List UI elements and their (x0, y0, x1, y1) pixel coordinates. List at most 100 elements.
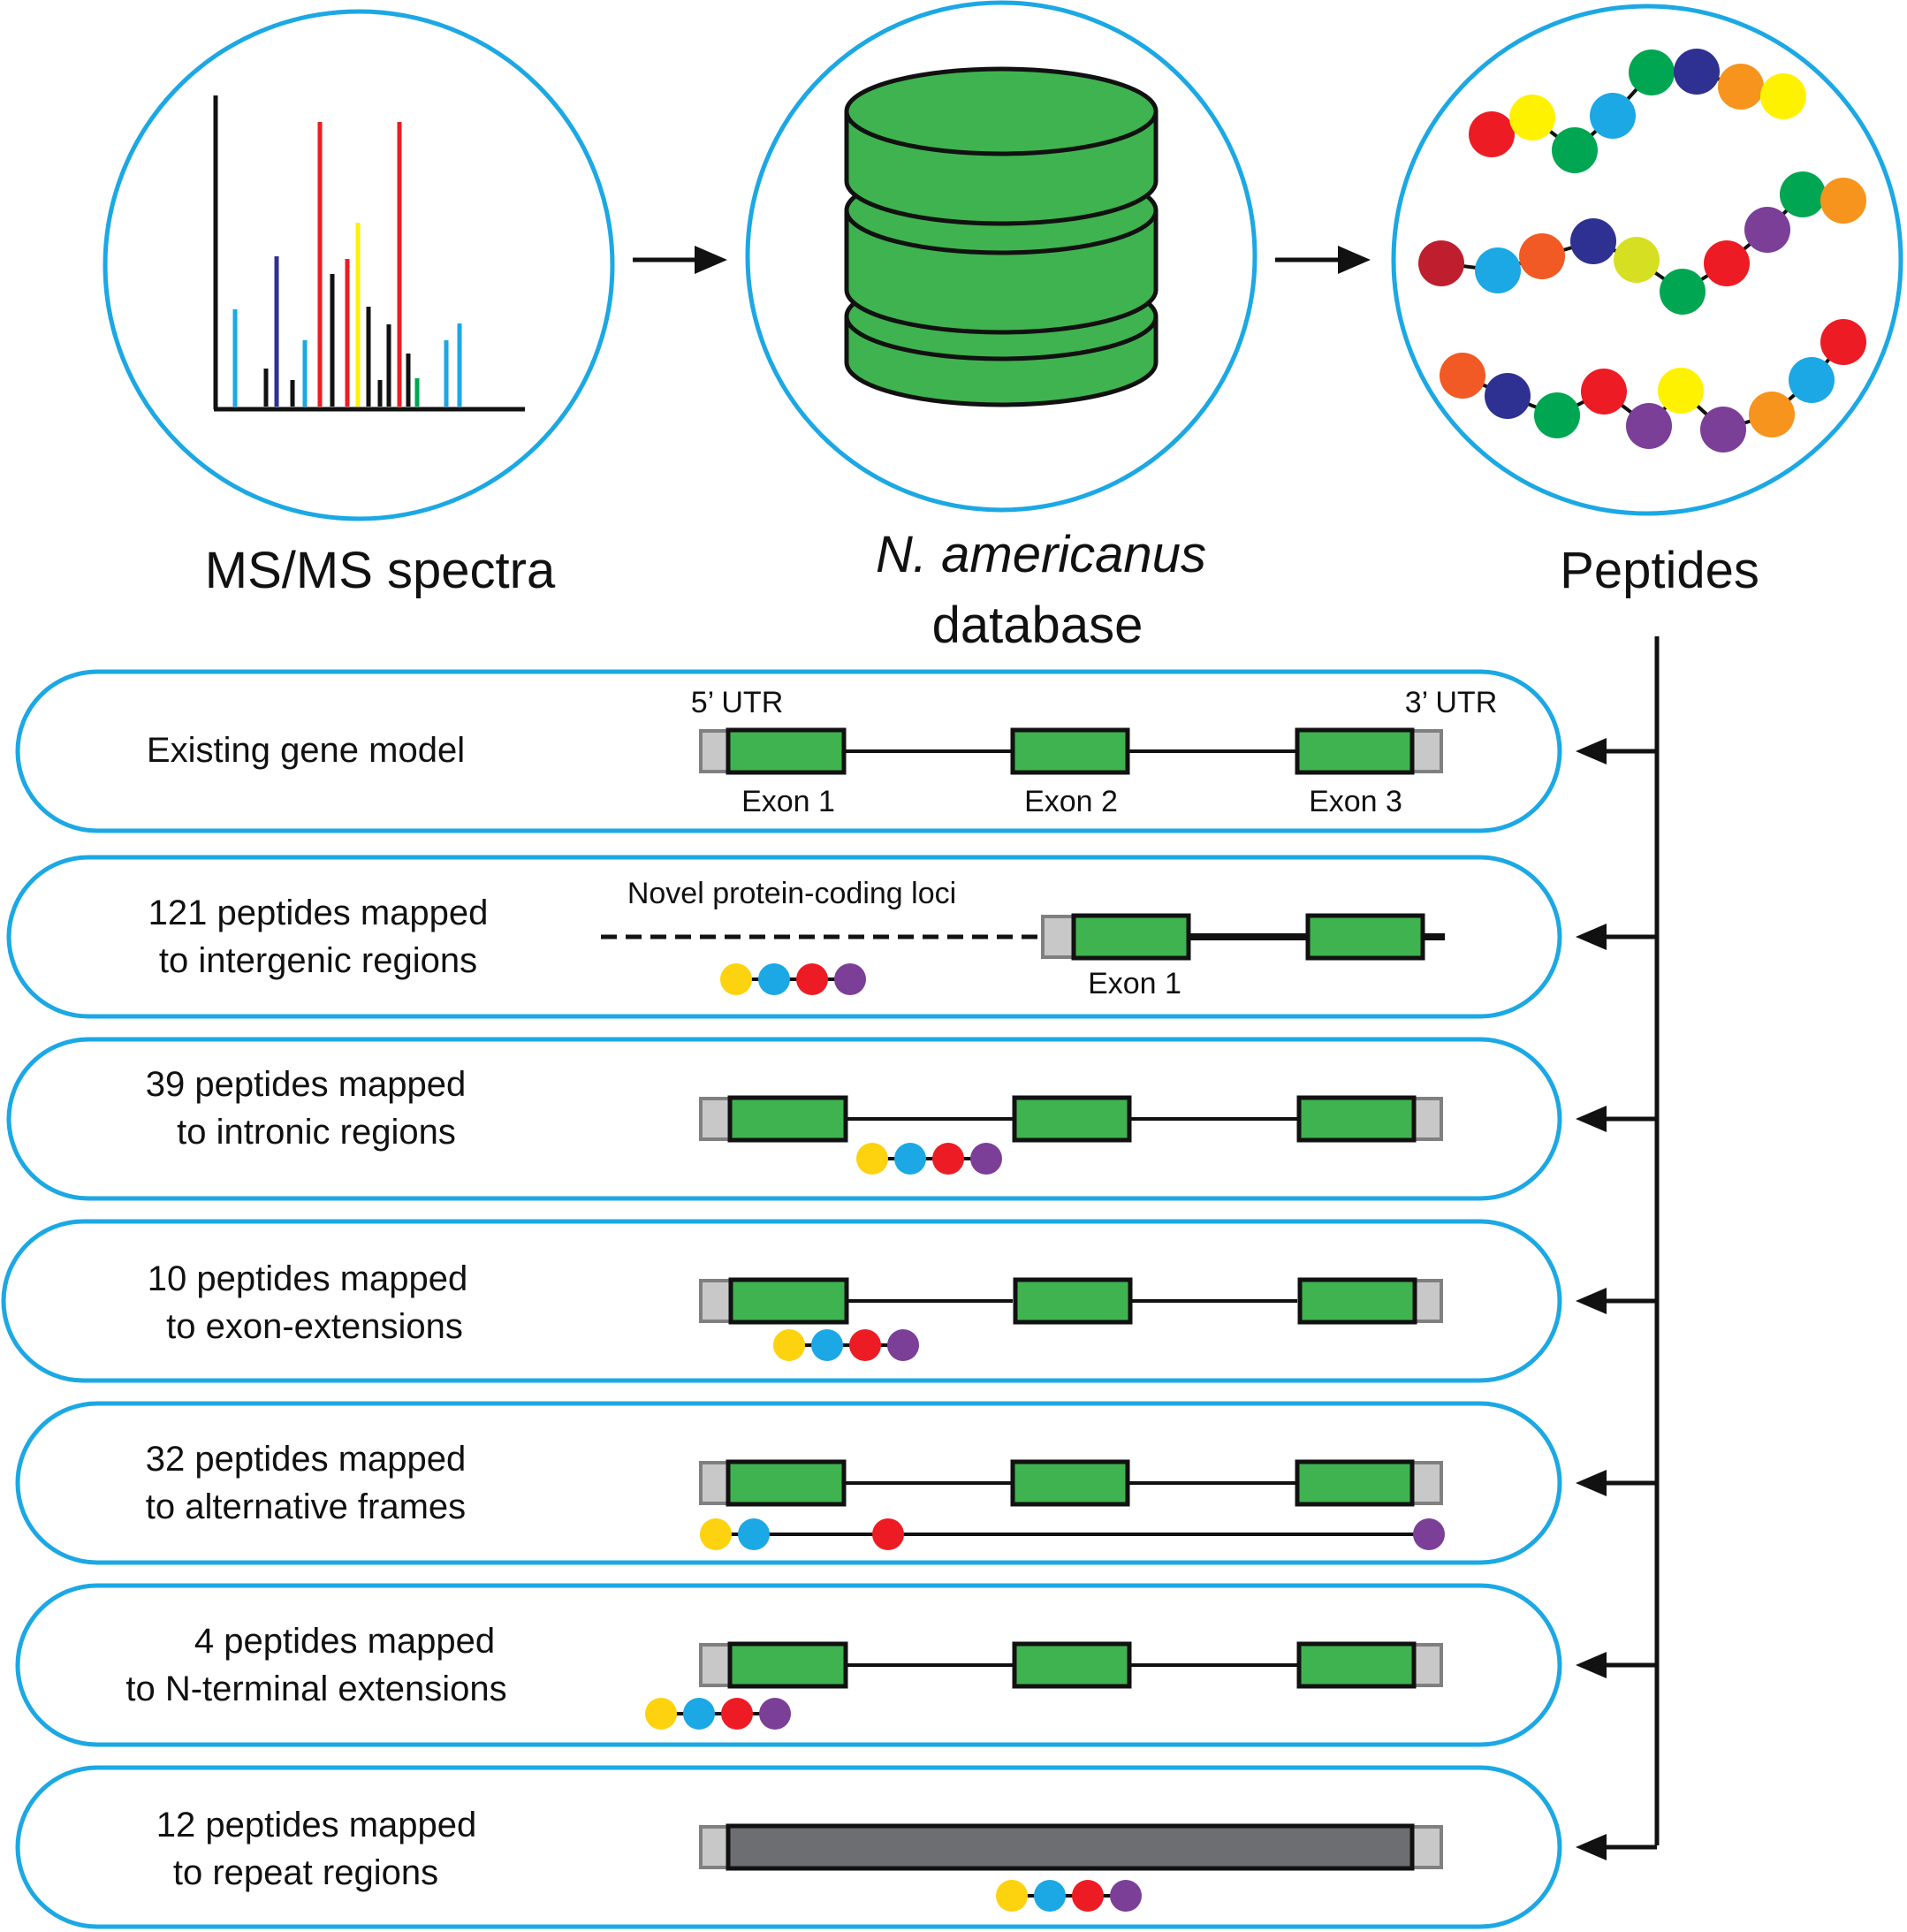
utr3-box (1409, 729, 1443, 773)
database-label-species: N. americanus (876, 526, 1206, 583)
row-arrowhead (1576, 1106, 1607, 1132)
peptide-bead (738, 1518, 770, 1550)
amino-acid-bead (1590, 93, 1636, 139)
database-icon (844, 66, 1159, 407)
amino-acid-bead (1700, 407, 1746, 453)
utr3-box (1409, 1461, 1443, 1505)
spectra-label: MS/MS spectra (205, 542, 556, 599)
amino-acid-bead (1629, 49, 1675, 95)
peptide-bead (872, 1518, 904, 1550)
row-arrowhead (1576, 924, 1607, 950)
exon1-label: Exon 1 (741, 785, 835, 818)
row-arrowhead (1576, 1288, 1607, 1314)
exon3-label: Exon 3 (1309, 785, 1402, 818)
exon2-label: Exon 2 (1024, 785, 1118, 818)
row-label-repeat-1: 12 peptides mapped (156, 1806, 477, 1845)
mapping-row (1, 1219, 1657, 1383)
novel-utr-box (1041, 915, 1075, 959)
exon-3-box (1295, 1459, 1415, 1507)
peptide-bead (1072, 1880, 1104, 1912)
amino-acid-bead (1658, 368, 1704, 414)
row-label-alt-frames-2: to alternative frames (146, 1487, 466, 1526)
row-label-intergenic-2: to intergenic regions (159, 941, 477, 980)
peptide-bead (721, 1698, 753, 1730)
exon-3-box (1297, 1277, 1417, 1325)
peptides-label: Peptides (1560, 542, 1759, 599)
peptide-bead (996, 1880, 1028, 1912)
amino-acid-bead (1820, 178, 1866, 224)
repeat-utr3-box (1409, 1825, 1443, 1869)
row-arrowhead (1576, 738, 1607, 764)
utr3-box (1409, 1643, 1443, 1687)
row-label-intergenic-1: 121 peptides mapped (148, 894, 489, 932)
ms-spectra-panel: MS/MS spectra (103, 9, 615, 599)
row-label-repeat-2: to repeat regions (173, 1853, 438, 1892)
peptide-bead (720, 963, 752, 995)
exon-2-box (1010, 727, 1130, 775)
peptides-panel: Peptides (1391, 4, 1903, 599)
peptide-bead (758, 963, 790, 995)
peptide-bead (683, 1698, 715, 1730)
row-arrowhead (1576, 1652, 1607, 1678)
exon-1-box (727, 1641, 848, 1689)
mapping-row (15, 1765, 1657, 1929)
amino-acid-bead (1552, 127, 1598, 173)
amino-acid-bead (1660, 269, 1706, 315)
utr5-box (699, 1461, 733, 1505)
peptide-bead (970, 1143, 1002, 1175)
exon-1-box (726, 1459, 847, 1507)
amino-acid-bead (1485, 373, 1531, 419)
peptide-bead (759, 1698, 791, 1730)
peptide-bead (700, 1518, 732, 1550)
novel-exon1-label: Exon 1 (1088, 967, 1181, 1000)
exon-1-box (728, 1277, 849, 1325)
utr5-box (699, 1097, 733, 1141)
amino-acid-bead (1780, 171, 1826, 217)
amino-acid-bead (1749, 392, 1795, 437)
row-label-n-term-1: 4 peptides mapped (194, 1622, 495, 1661)
spectrum-icon (213, 95, 525, 412)
amino-acid-bead (1570, 218, 1616, 264)
exon-1-box (727, 1095, 848, 1143)
exon-3-box (1296, 1095, 1417, 1143)
peptide-bead (834, 963, 866, 995)
row-label-exon-ext-2: to exon-extensions (166, 1307, 463, 1346)
amino-acid-bead (1744, 207, 1790, 253)
peptide-bead (894, 1143, 926, 1175)
row-label-exon-ext-1: 10 peptides mapped (148, 1259, 468, 1298)
row-label-alt-frames-1: 32 peptides mapped (146, 1440, 467, 1479)
amino-acid-bead (1581, 369, 1627, 415)
peptide-bead (932, 1143, 964, 1175)
amino-acid-bead (1614, 237, 1660, 283)
row-arrowhead (1576, 1470, 1607, 1496)
amino-acid-bead (1509, 95, 1555, 141)
utr5-box (699, 1643, 733, 1687)
mapping-row (6, 855, 1657, 1019)
amino-acid-bead (1820, 319, 1866, 365)
exon-1-box (726, 727, 847, 775)
peptide-bead (1413, 1518, 1445, 1550)
utr5-box (699, 1279, 733, 1323)
exon-2-box (1010, 1459, 1130, 1507)
novel-exon-1-box (1071, 913, 1191, 961)
amino-acid-bead (1674, 49, 1720, 95)
amino-acid-bead (1418, 240, 1464, 286)
top-arrow-1 (633, 246, 727, 274)
mapping-row (6, 1037, 1657, 1201)
amino-acid-bead (1440, 353, 1485, 399)
amino-acid-bead (1519, 233, 1565, 279)
top-arrow-2 (1275, 246, 1371, 274)
row-label-existing: Existing gene model (147, 731, 465, 770)
row-label-n-term-2: to N-terminal extensions (125, 1670, 506, 1708)
peptide-bead (645, 1698, 677, 1730)
peptide-bead (849, 1329, 881, 1361)
mapping-row (15, 1401, 1657, 1565)
row-labels: Existing gene model 121 peptides mapped … (125, 731, 506, 1892)
mapping-row (15, 669, 1657, 833)
database-panel: N. americanus database (745, 0, 1257, 654)
database-label-word: database (932, 597, 1143, 654)
peptide-bead (1110, 1880, 1142, 1912)
amino-acid-bead (1626, 403, 1672, 449)
exon-3-box (1295, 727, 1415, 775)
peptide-bead (1034, 1880, 1066, 1912)
